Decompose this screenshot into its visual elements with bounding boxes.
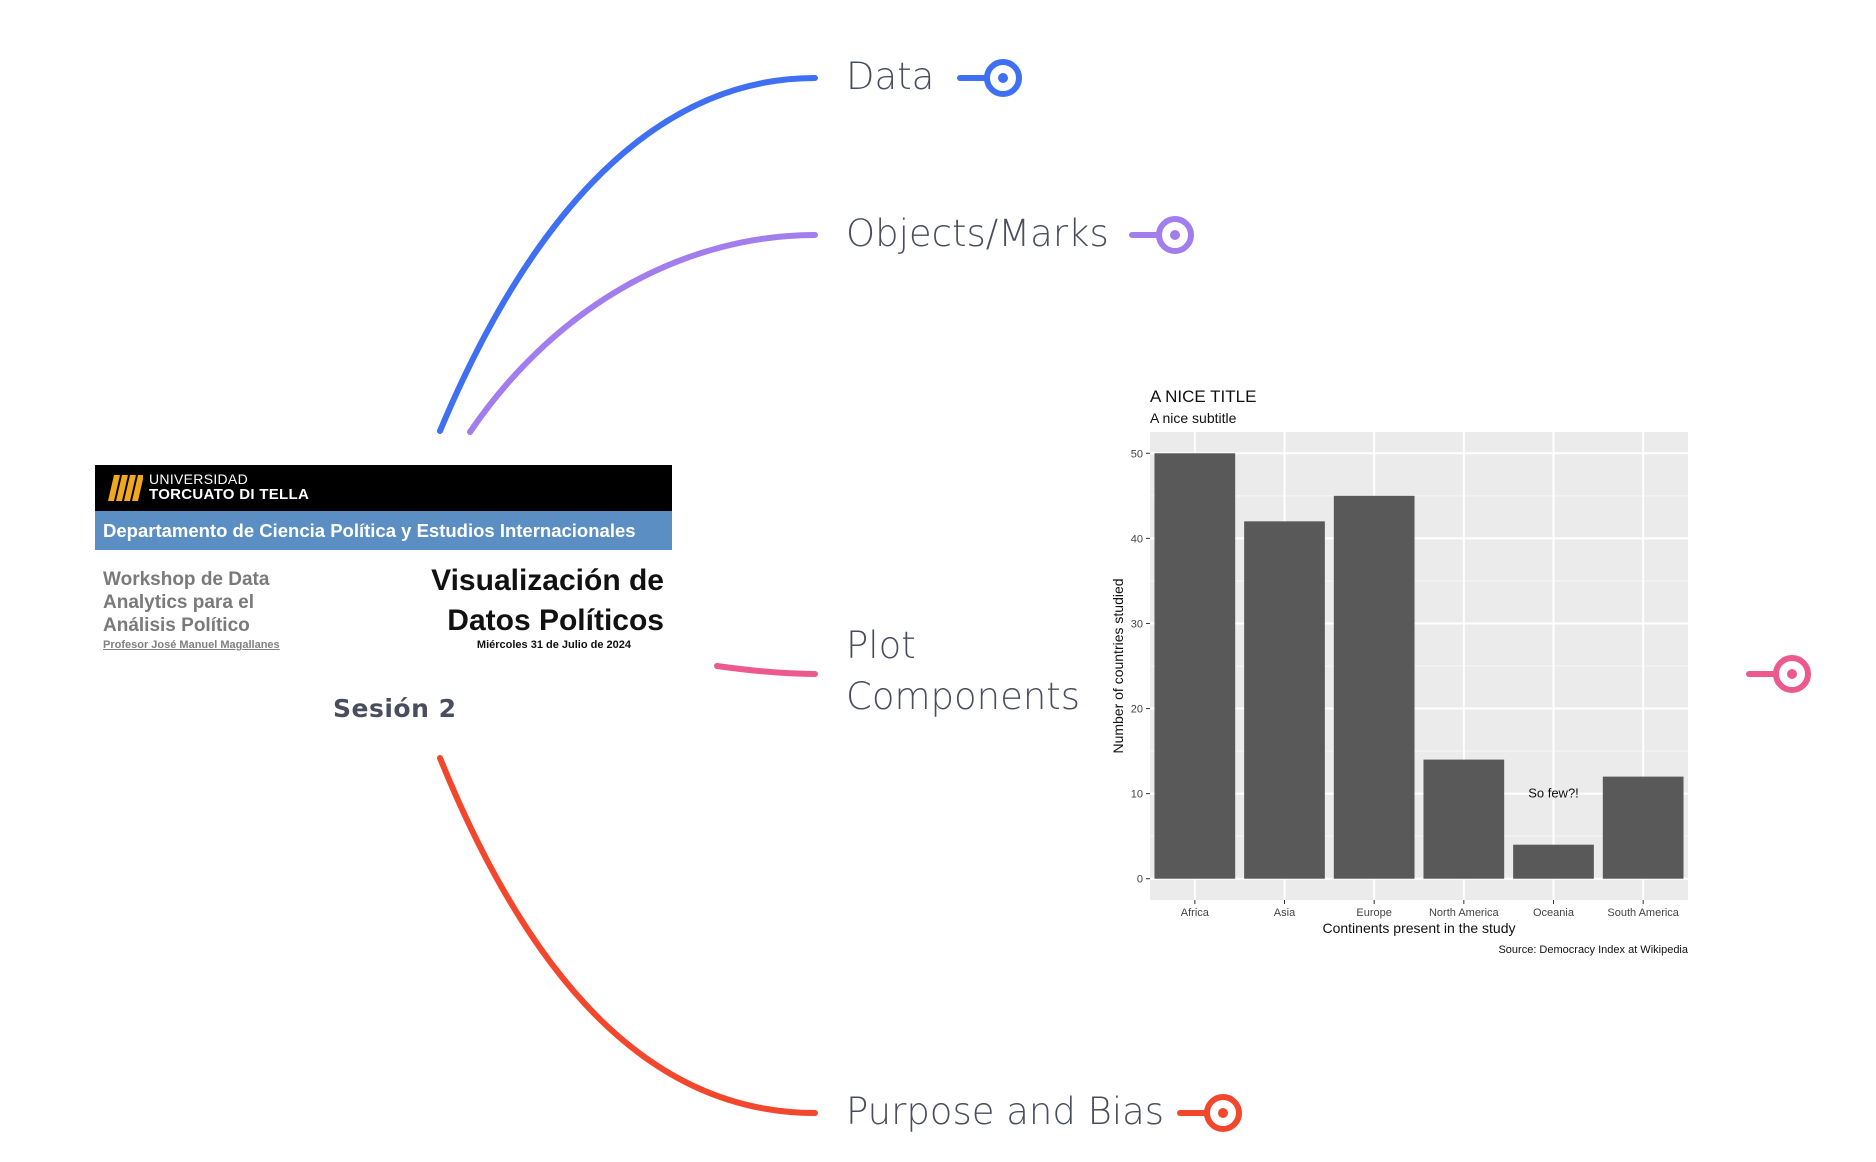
y-tick-label: 50: [1131, 448, 1143, 460]
chart-subtitle: A nice subtitle: [1150, 410, 1237, 426]
course-title-line: Datos Políticos: [447, 604, 664, 637]
workshop-line: Workshop de Data: [103, 569, 270, 590]
chart-title: A NICE TITLE: [1150, 387, 1256, 406]
course-title: Visualización de Datos Políticos: [344, 561, 664, 641]
y-tick-label: 30: [1131, 618, 1143, 630]
course-title-line: Visualización de: [431, 564, 664, 597]
collapse-knob-objects-icon[interactable]: [1129, 213, 1201, 257]
y-tick-label: 20: [1131, 704, 1143, 716]
university-header: UNIVERSIDAD TORCUATO DI TELLA: [95, 465, 672, 511]
central-topic-image[interactable]: UNIVERSIDAD TORCUATO DI TELLA Departamen…: [95, 465, 672, 735]
branch-label-purpose[interactable]: Purpose and Bias: [846, 1090, 1165, 1133]
branch-label-plot-line2: Components: [846, 674, 1081, 718]
branch-label-plot-components[interactable]: Plot Components: [846, 621, 1106, 722]
chart-annotation: So few?!: [1528, 786, 1579, 801]
department-name: Departamento de Ciencia Política y Estud…: [103, 520, 636, 541]
collapse-knob-purpose-icon[interactable]: [1177, 1091, 1249, 1135]
bar-asia: [1244, 521, 1325, 879]
connector-purpose: [437, 755, 818, 1116]
branch-label-plot-line1: Plot: [846, 624, 916, 667]
connector-data: [437, 75, 818, 434]
x-tick-label: North America: [1429, 907, 1500, 919]
university-name-line2: TORCUATO DI TELLA: [149, 486, 310, 503]
x-tick-label: Europe: [1356, 907, 1391, 919]
branch-label-data[interactable]: Data: [846, 55, 935, 98]
branch-label-objects[interactable]: Objects/Marks: [846, 212, 1109, 255]
course-date: Miércoles 31 de Julio de 2024: [476, 639, 631, 651]
bar-africa: [1154, 453, 1236, 879]
connector-plot: [714, 663, 818, 677]
university-name-line1: UNIVERSIDAD: [149, 471, 248, 487]
workshop-line: Análisis Político: [103, 615, 250, 636]
plot-components-chart-image[interactable]: A NICE TITLE A nice subtitle 0 10 20 30 40 50 Af…: [1105, 380, 1705, 960]
x-axis-label: Continents present in the study: [1322, 920, 1515, 936]
utdt-logo-icon: [108, 475, 143, 501]
x-tick-label: Asia: [1274, 907, 1296, 919]
collapse-knob-data-icon[interactable]: [957, 56, 1029, 100]
y-tick-label: 40: [1131, 533, 1143, 545]
x-tick-label: South America: [1607, 907, 1679, 919]
bar-chart: A NICE TITLE A nice subtitle 0 10 20 30 40 50 Af…: [1110, 387, 1689, 956]
bar-oceania: [1513, 844, 1594, 879]
bar-europe: [1333, 495, 1415, 879]
connector-objects: [467, 232, 818, 435]
department-band: Departamento de Ciencia Política y Estud…: [95, 511, 672, 550]
x-tick-label: Oceania: [1533, 907, 1575, 919]
professor-name: Profesor José Manuel Magallanes: [103, 639, 280, 651]
y-tick-label: 0: [1137, 874, 1143, 886]
x-tick-label: Africa: [1181, 907, 1210, 919]
y-tick-label: 10: [1131, 789, 1143, 801]
chart-caption: Source: Democracy Index at Wikipedia: [1498, 944, 1688, 956]
bar-north-america: [1423, 759, 1505, 879]
bar-south-america: [1602, 776, 1684, 879]
workshop-line: Analytics para el: [103, 592, 255, 613]
collapse-knob-plot-icon[interactable]: [1746, 652, 1818, 696]
y-axis-label: Number of countries studied: [1110, 578, 1126, 753]
central-topic-label[interactable]: Sesión 2: [333, 694, 457, 723]
workshop-name: Workshop de Data Analytics para el Análi…: [103, 568, 333, 637]
